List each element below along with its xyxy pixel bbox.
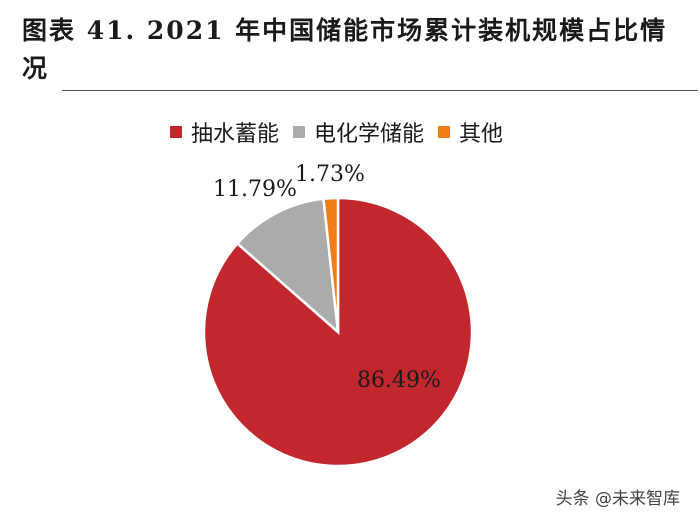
legend-label-pumped-hydro: 抽水蓄能 xyxy=(191,122,280,147)
data-label-other: 1.73% xyxy=(295,162,365,187)
legend-item-other: 其他 xyxy=(438,116,503,148)
data-label-electrochemical: 11.79% xyxy=(213,177,297,202)
pie-slice-electrochemical xyxy=(235,197,340,336)
legend-label-electrochemical: 电化学储能 xyxy=(314,122,425,147)
data-label-pumped-hydro: 86.49% xyxy=(357,368,441,393)
legend-label-other: 其他 xyxy=(459,122,504,147)
figure-title: 图表 41. 2021 年中国储能市场累计装机规模占比情况 xyxy=(22,16,668,83)
pie-slice-other xyxy=(322,196,340,333)
legend-swatch-other xyxy=(438,126,451,138)
title-divider xyxy=(62,90,698,91)
legend-item-pumped-hydro: 抽水蓄能 xyxy=(170,116,279,148)
legend-swatch-pumped-hydro xyxy=(170,126,182,138)
legend-swatch-electrochemical xyxy=(293,126,306,138)
watermark: 头条 @未来智库 xyxy=(556,484,680,509)
chart-legend: 抽水蓄能 电化学储能 其他 xyxy=(170,116,517,148)
watermark-text: 头条 @未来智库 xyxy=(555,489,680,509)
legend-item-electrochemical: 电化学储能 xyxy=(293,116,424,148)
